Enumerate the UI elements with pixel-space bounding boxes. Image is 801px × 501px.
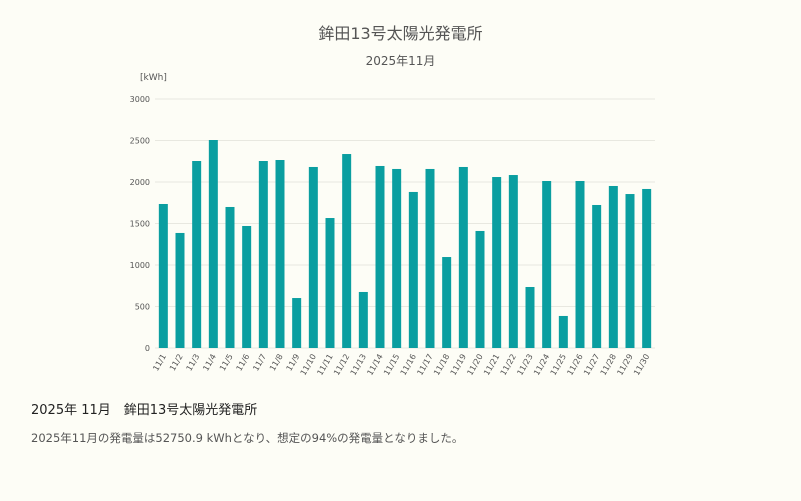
bar-11/2 <box>175 232 185 348</box>
y-tick-label: 0 <box>145 344 150 353</box>
bar-11/29 <box>625 194 635 348</box>
chart-subtitle: 2025年11月 <box>365 54 436 68</box>
bar-11/10 <box>308 166 318 348</box>
bar-11/30 <box>642 188 652 348</box>
x-tick-label: 11/1 <box>151 353 168 373</box>
bar-11/1 <box>158 203 168 348</box>
bar-11/7 <box>258 161 268 348</box>
chart-title: 鉾田13号太陽光発電所 <box>318 24 483 43</box>
bar-11/24 <box>542 181 552 348</box>
bar-11/4 <box>208 140 218 348</box>
bar-11/23 <box>525 286 535 348</box>
bar-11/21 <box>492 177 502 348</box>
bar-11/17 <box>425 168 435 348</box>
bar-11/18 <box>442 257 452 348</box>
x-tick-label: 11/6 <box>235 353 252 373</box>
bar-11/8 <box>275 160 285 348</box>
bar-11/3 <box>192 161 202 348</box>
bar-11/16 <box>408 191 418 348</box>
summary-title: 2025年 11月 鉾田13号太陽光発電所 <box>31 403 258 418</box>
bar-11/22 <box>508 175 518 348</box>
x-tick-label: 11/9 <box>285 353 302 373</box>
x-tick-label: 11/4 <box>201 353 218 373</box>
bar-11/11 <box>325 218 335 348</box>
bar-11/19 <box>458 166 468 348</box>
y-tick-label: 500 <box>135 303 150 312</box>
bar-11/20 <box>475 230 485 348</box>
bar-11/28 <box>608 185 618 348</box>
y-tick-label: 1500 <box>130 220 150 229</box>
bar-11/9 <box>292 298 302 348</box>
summary-text: 2025年11月の発電量は52750.9 kWhとなり、想定の94%の発電量とな… <box>31 431 464 445</box>
y-tick-label: 2500 <box>130 137 150 146</box>
bar-11/12 <box>342 154 352 348</box>
y-tick-label: 1000 <box>130 261 150 270</box>
bar-11/13 <box>358 291 368 348</box>
bar-11/15 <box>392 168 402 348</box>
bar-11/26 <box>575 181 585 348</box>
bar-11/6 <box>242 225 252 348</box>
x-tick-label: 11/7 <box>251 353 268 373</box>
bar-11/27 <box>592 204 602 348</box>
x-tick-label: 11/3 <box>185 353 202 373</box>
y-tick-label: 2000 <box>130 178 150 187</box>
bar-11/14 <box>375 165 385 348</box>
x-tick-label: 11/5 <box>218 353 235 373</box>
x-tick-label: 11/30 <box>632 353 651 377</box>
bar-11/5 <box>225 206 235 348</box>
y-tick-label: 3000 <box>130 95 150 104</box>
y-axis-label: [kWh] <box>140 73 167 83</box>
x-tick-label: 11/2 <box>168 353 185 373</box>
bar-11/25 <box>558 315 568 348</box>
x-tick-label: 11/8 <box>268 353 285 373</box>
